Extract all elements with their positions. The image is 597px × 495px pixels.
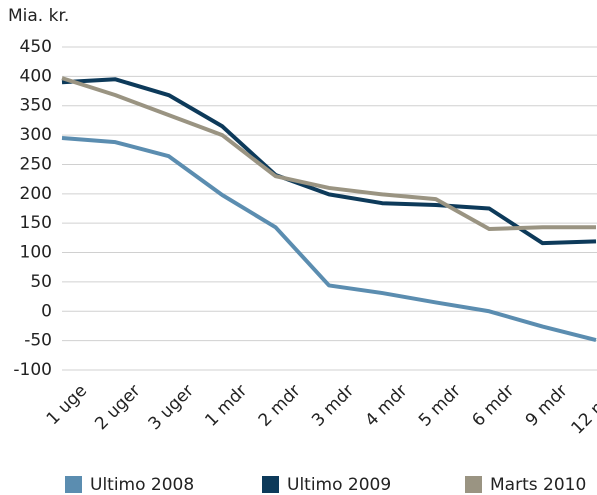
legend-swatch: [65, 476, 82, 493]
y-tick-label: 200: [20, 184, 52, 204]
y-tick-label: 400: [20, 66, 52, 86]
x-tick-label: 4 mdr: [362, 381, 412, 431]
legend-label: Ultimo 2009: [287, 475, 391, 495]
y-axis-label: Mia. kr.: [8, 6, 69, 26]
legend-label: Marts 2010: [490, 475, 586, 495]
legend-label: Ultimo 2008: [90, 475, 194, 495]
x-tick-label: 6 mdr: [468, 381, 518, 431]
x-tick-label: 9 mdr: [522, 381, 572, 431]
y-tick-label: -50: [24, 331, 52, 351]
x-tick-label: 2 uger: [91, 381, 144, 434]
y-tick-label: 250: [20, 154, 52, 174]
x-tick-label: 3 uger: [145, 381, 198, 434]
y-tick-label: 50: [30, 272, 52, 292]
line: [61, 77, 597, 246]
y-tick-label: 100: [20, 243, 52, 263]
y-tick-label: 350: [20, 96, 52, 116]
y-tick-label: -100: [13, 360, 52, 380]
x-tick-label: 5 mdr: [415, 381, 465, 431]
line: [61, 136, 597, 342]
x-tick-label: 2 mdr: [255, 381, 305, 431]
y-tick-label: 150: [20, 213, 52, 233]
y-tick-label: 300: [20, 125, 52, 145]
x-tick-label: 1 uge: [43, 381, 91, 429]
y-tick-label: 450: [20, 37, 52, 57]
legend-swatch: [262, 476, 279, 493]
legend-swatch: [465, 476, 482, 493]
x-tick-label: 12 mdr: [568, 381, 597, 439]
x-tick-label: 3 mdr: [308, 381, 358, 431]
y-tick-label: 0: [41, 301, 52, 321]
line: [61, 76, 596, 232]
x-tick-label: 1 mdr: [201, 381, 251, 431]
